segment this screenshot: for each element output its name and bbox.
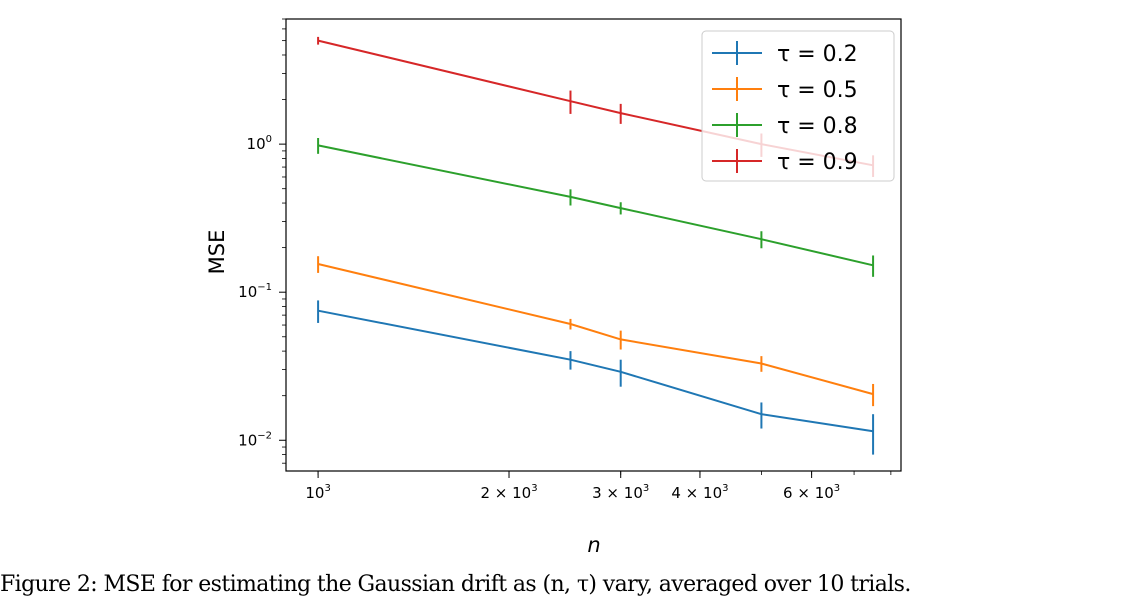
y-axis-label: MSE: [205, 230, 229, 275]
legend: τ = 0.2 τ = 0.5 τ = 0.8 τ = 0.9: [701, 30, 895, 182]
series-line: [317, 263, 874, 396]
chart-axes: 103 2 × 103 3 × 103 4 × 103 6 × 103 100 10−1 10…: [238, 18, 892, 502]
legend-label: τ = 0.8: [777, 114, 858, 139]
legend-label: τ = 0.2: [777, 42, 858, 67]
x-tick-label: 6 × 103: [783, 483, 840, 502]
series-1: [317, 300, 875, 455]
y-tick-label: 10−2: [238, 430, 272, 449]
y-tick-label: 100: [247, 134, 272, 153]
x-tick-label: 103: [305, 483, 330, 502]
y-tick-label: 10−1: [238, 282, 272, 301]
legend-label: τ = 0.5: [777, 78, 858, 103]
x-tick-label: 4 × 103: [671, 483, 728, 502]
x-tick-label: 2 × 103: [480, 483, 537, 502]
figure-caption: Figure 2: MSE for estimating the Gaussia…: [0, 572, 911, 597]
series-3: [317, 138, 875, 277]
plot-frame: [285, 18, 902, 472]
x-axis-label: n: [587, 533, 600, 557]
legend-label: τ = 0.9: [777, 150, 858, 175]
legend-box: [701, 30, 895, 182]
series-2: [317, 256, 875, 407]
x-tick-label: 3 × 103: [592, 483, 649, 502]
